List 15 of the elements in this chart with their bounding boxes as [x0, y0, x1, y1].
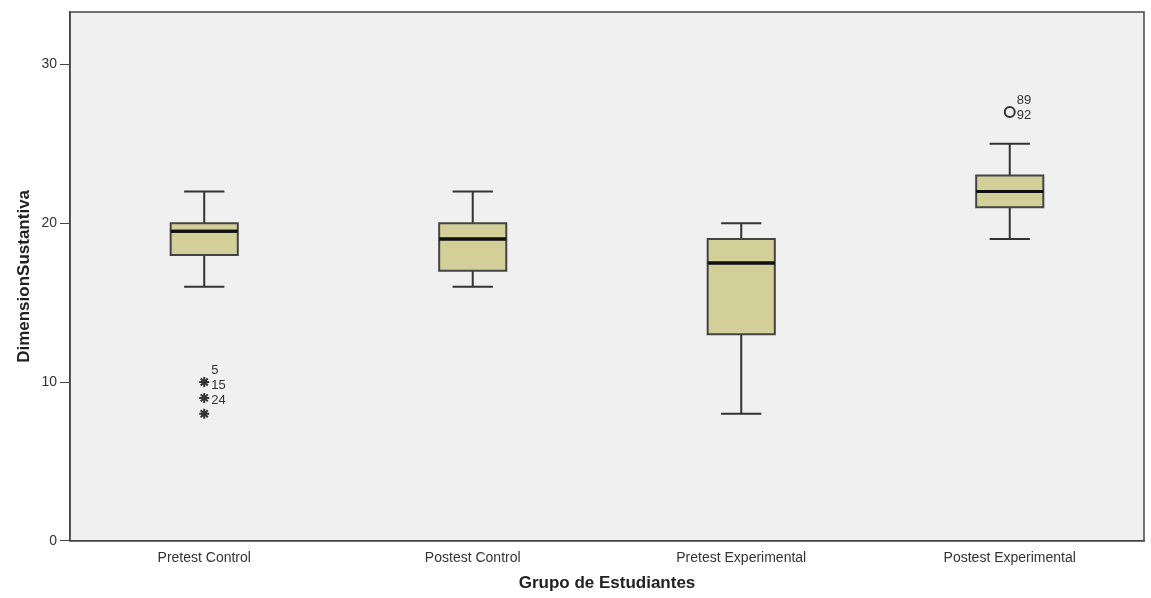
x-tick-label: Pretest Experimental	[676, 549, 807, 566]
y-tick-label: 10	[41, 372, 58, 389]
y-tick-label: 30	[41, 55, 58, 72]
y-axis-title: DimensionSustantiva	[13, 189, 33, 363]
annotation: 24	[211, 392, 226, 408]
annotation: 5	[211, 361, 219, 377]
x-axis-title: Grupo de Estudiantes	[518, 573, 696, 593]
x-tick-label: Postest Experimental	[943, 549, 1076, 566]
y-tick-label: 0	[49, 531, 58, 548]
annotation: 92	[1016, 106, 1032, 122]
x-tick-label: Pretest Control	[157, 549, 251, 566]
x-tick-label: Postest Control	[424, 549, 521, 566]
annotation: 15	[211, 376, 226, 392]
y-tick-label: 20	[41, 214, 58, 231]
annotation: 89	[1016, 91, 1032, 107]
